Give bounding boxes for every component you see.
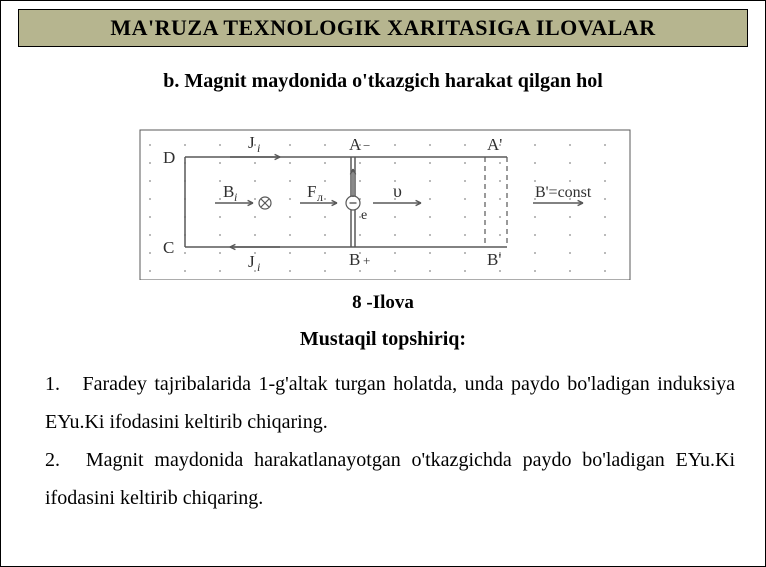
svg-text:C: C — [163, 238, 174, 257]
ilova-caption: 8 -Ilova — [0, 292, 766, 314]
svg-text:i: i — [257, 141, 260, 155]
task-number: 1. — [45, 365, 75, 403]
svg-text:F: F — [307, 182, 316, 201]
svg-text:A': A' — [487, 135, 502, 154]
svg-text:+: + — [363, 253, 370, 268]
svg-text:J: J — [248, 252, 255, 271]
svg-text:B: B — [349, 250, 360, 269]
svg-text:υ: υ — [393, 181, 402, 201]
task-text: Faradey tajribalarida 1-g'altak turgan h… — [45, 373, 735, 433]
task-1: 1. Faradey tajribalarida 1-g'altak turga… — [45, 365, 735, 441]
task-2: 2. Magnit maydonida harakatlanayotgan o'… — [45, 441, 735, 517]
header-box: MA'RUZA TEXNOLOGIK XARITASIGA ILOVALAR — [18, 9, 748, 47]
svg-text:B'=const: B'=const — [535, 184, 592, 201]
task-list: 1. Faradey tajribalarida 1-g'altak turga… — [45, 365, 735, 517]
header-title: MA'RUZA TEXNOLOGIK XARITASIGA ILOVALAR — [110, 15, 655, 41]
circuit-diagram: DCA−A'B+B'JiJiBiFлeυB'=const — [135, 125, 635, 280]
svg-text:J: J — [248, 133, 255, 152]
svg-text:A: A — [349, 135, 362, 154]
task-text: Magnit maydonida harakatlanayotgan o'tka… — [45, 449, 735, 509]
svg-text:i: i — [234, 190, 237, 204]
svg-text:D: D — [163, 148, 175, 167]
task-number: 2. — [45, 441, 75, 479]
subtitle: b. Magnit maydonida o'tkazgich harakat q… — [0, 70, 766, 93]
svg-text:л: л — [317, 190, 323, 204]
svg-text:i: i — [257, 260, 260, 274]
svg-text:−: − — [363, 138, 370, 153]
svg-text:e: e — [361, 208, 367, 223]
svg-text:B: B — [223, 182, 234, 201]
svg-text:B': B' — [487, 250, 501, 269]
mustaqil-caption: Mustaqil topshiriq: — [0, 328, 766, 351]
